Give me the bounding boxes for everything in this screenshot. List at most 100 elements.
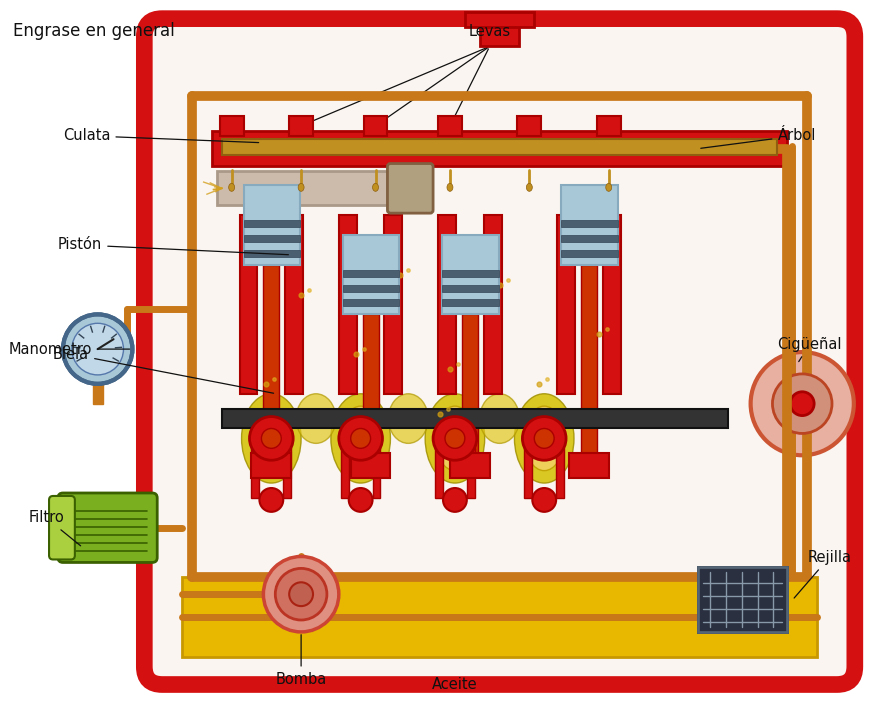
Ellipse shape	[298, 183, 304, 191]
Circle shape	[522, 416, 566, 460]
Text: Culata: Culata	[63, 128, 258, 143]
Bar	[438, 116, 462, 135]
Ellipse shape	[341, 406, 380, 471]
Bar	[222, 408, 728, 429]
Point	[591, 329, 606, 340]
Point	[342, 423, 356, 434]
Bar	[442, 235, 498, 314]
Bar	[243, 250, 300, 257]
Ellipse shape	[296, 394, 336, 443]
Point	[443, 363, 457, 375]
Ellipse shape	[480, 394, 519, 443]
Bar	[525, 448, 532, 498]
FancyBboxPatch shape	[145, 19, 855, 684]
Text: Engrase en general: Engrase en general	[13, 22, 175, 40]
Point	[599, 324, 614, 335]
Circle shape	[259, 488, 283, 512]
Bar	[182, 577, 817, 657]
Bar	[283, 448, 291, 498]
Point	[349, 348, 363, 360]
Bar	[363, 116, 387, 135]
Point	[540, 373, 554, 384]
Bar	[212, 131, 788, 166]
Bar	[339, 215, 357, 394]
Circle shape	[72, 324, 123, 375]
Bar	[442, 270, 498, 277]
Bar	[569, 453, 609, 478]
Bar	[561, 250, 618, 257]
Bar	[561, 220, 618, 227]
Point	[302, 284, 316, 295]
Point	[356, 343, 370, 355]
Bar	[561, 235, 618, 242]
Bar	[222, 139, 777, 155]
Point	[540, 428, 554, 439]
Bar	[264, 265, 279, 458]
Circle shape	[750, 352, 854, 455]
Bar	[385, 215, 402, 394]
Circle shape	[261, 429, 281, 448]
Text: Árbol: Árbol	[701, 128, 816, 148]
Point	[440, 403, 455, 414]
Ellipse shape	[527, 183, 532, 191]
Circle shape	[250, 416, 293, 460]
Bar	[373, 448, 380, 498]
Ellipse shape	[229, 183, 234, 191]
Bar	[341, 448, 349, 498]
Bar	[243, 185, 300, 265]
Ellipse shape	[606, 183, 612, 191]
Bar	[251, 453, 291, 478]
Circle shape	[790, 392, 814, 416]
Bar	[603, 215, 621, 394]
Point	[532, 433, 546, 445]
Bar	[597, 116, 621, 135]
Circle shape	[349, 488, 373, 512]
Ellipse shape	[251, 406, 291, 471]
Text: Bomba: Bomba	[275, 635, 327, 686]
Text: Pistón: Pistón	[58, 237, 289, 255]
Circle shape	[264, 557, 339, 632]
Bar	[240, 215, 258, 394]
Text: Aceite: Aceite	[432, 676, 478, 691]
Bar	[251, 448, 259, 498]
Bar	[464, 12, 535, 27]
Bar	[442, 285, 498, 292]
Bar	[343, 235, 400, 314]
Bar	[450, 453, 489, 478]
Ellipse shape	[331, 394, 391, 483]
Ellipse shape	[388, 394, 428, 443]
Bar	[351, 453, 391, 478]
Ellipse shape	[525, 406, 564, 471]
Point	[433, 408, 448, 419]
Point	[532, 378, 546, 390]
FancyBboxPatch shape	[49, 496, 75, 560]
Point	[493, 279, 507, 290]
Point	[259, 378, 274, 390]
Bar	[438, 215, 456, 394]
Text: Filtro: Filtro	[28, 510, 81, 546]
Point	[294, 289, 308, 300]
Bar	[518, 116, 542, 135]
Circle shape	[433, 416, 477, 460]
Point	[501, 274, 515, 285]
FancyBboxPatch shape	[58, 493, 157, 563]
Bar	[698, 568, 788, 632]
Text: Cigüeñal: Cigüeñal	[777, 337, 842, 361]
Ellipse shape	[425, 394, 485, 483]
Circle shape	[289, 582, 313, 606]
Bar	[243, 220, 300, 227]
Circle shape	[532, 488, 556, 512]
Text: Biela: Biela	[53, 347, 274, 393]
Bar	[219, 116, 243, 135]
Bar	[217, 172, 416, 205]
Bar	[435, 448, 443, 498]
Point	[401, 264, 416, 276]
Bar	[285, 215, 303, 394]
Bar	[343, 270, 400, 277]
Bar	[484, 215, 502, 394]
Point	[267, 373, 281, 384]
Bar	[92, 384, 103, 404]
Bar	[480, 22, 519, 46]
Circle shape	[443, 488, 467, 512]
Bar	[289, 116, 313, 135]
